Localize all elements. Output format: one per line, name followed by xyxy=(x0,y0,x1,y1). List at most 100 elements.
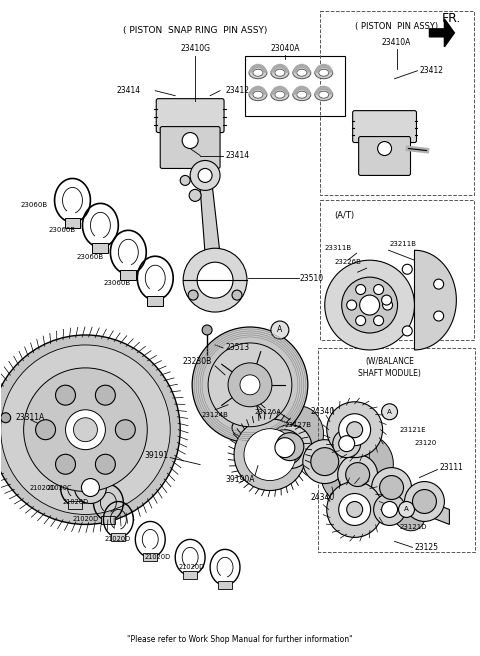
Text: 23060B: 23060B xyxy=(48,227,75,234)
FancyBboxPatch shape xyxy=(93,243,108,253)
Text: A: A xyxy=(387,409,392,415)
Ellipse shape xyxy=(297,91,307,98)
Ellipse shape xyxy=(297,70,307,76)
Circle shape xyxy=(405,482,444,522)
FancyBboxPatch shape xyxy=(160,127,220,169)
Circle shape xyxy=(256,424,268,436)
Wedge shape xyxy=(249,86,267,94)
Circle shape xyxy=(382,295,392,305)
Text: (A/T): (A/T) xyxy=(335,211,355,220)
Ellipse shape xyxy=(286,407,324,453)
Circle shape xyxy=(36,420,56,440)
Text: 23311A: 23311A xyxy=(16,413,45,422)
Text: 23127B: 23127B xyxy=(284,422,312,428)
Circle shape xyxy=(82,479,99,497)
Circle shape xyxy=(347,300,357,310)
Circle shape xyxy=(303,440,347,483)
Text: 23414: 23414 xyxy=(225,151,249,160)
Circle shape xyxy=(188,290,198,300)
Text: 23412: 23412 xyxy=(225,86,249,95)
Text: 23060B: 23060B xyxy=(103,280,130,286)
Ellipse shape xyxy=(271,67,289,79)
Polygon shape xyxy=(265,438,449,524)
Text: 21020D: 21020D xyxy=(179,564,205,570)
Circle shape xyxy=(0,335,180,524)
Ellipse shape xyxy=(249,89,267,100)
Circle shape xyxy=(346,462,370,487)
Circle shape xyxy=(347,501,363,518)
FancyBboxPatch shape xyxy=(64,218,81,228)
FancyBboxPatch shape xyxy=(69,501,83,510)
Ellipse shape xyxy=(315,89,333,100)
Text: 23226B: 23226B xyxy=(335,259,361,265)
Text: 23311B: 23311B xyxy=(325,245,352,251)
Circle shape xyxy=(268,424,312,468)
Circle shape xyxy=(56,454,75,474)
Circle shape xyxy=(339,436,355,451)
Polygon shape xyxy=(415,250,456,350)
Circle shape xyxy=(373,493,406,525)
Circle shape xyxy=(115,420,135,440)
Circle shape xyxy=(271,321,289,339)
Ellipse shape xyxy=(275,70,285,76)
Text: A: A xyxy=(277,325,283,335)
Circle shape xyxy=(56,385,75,405)
Circle shape xyxy=(356,316,366,325)
Circle shape xyxy=(333,430,360,458)
Circle shape xyxy=(412,489,436,514)
Circle shape xyxy=(208,343,292,426)
Wedge shape xyxy=(315,64,333,73)
Ellipse shape xyxy=(293,89,311,100)
Text: 23230B: 23230B xyxy=(182,358,211,367)
FancyBboxPatch shape xyxy=(111,533,125,541)
Bar xyxy=(320,200,474,340)
FancyBboxPatch shape xyxy=(353,111,417,142)
Text: 23513: 23513 xyxy=(225,344,249,352)
Circle shape xyxy=(96,385,115,405)
FancyBboxPatch shape xyxy=(218,581,232,589)
Circle shape xyxy=(182,133,198,148)
Circle shape xyxy=(180,175,190,186)
Circle shape xyxy=(189,190,201,201)
Text: 23060B: 23060B xyxy=(76,255,103,260)
Text: 39191: 39191 xyxy=(144,451,168,460)
Text: 23040A: 23040A xyxy=(270,45,300,53)
Circle shape xyxy=(339,414,371,445)
Text: 23414: 23414 xyxy=(116,86,140,95)
Circle shape xyxy=(267,430,303,466)
Text: 21020D: 21020D xyxy=(62,499,88,506)
Circle shape xyxy=(360,295,380,315)
Circle shape xyxy=(197,262,233,298)
Text: 21020D: 21020D xyxy=(29,485,56,491)
Text: 23121E: 23121E xyxy=(399,426,426,433)
FancyBboxPatch shape xyxy=(245,56,345,115)
Text: 23120: 23120 xyxy=(415,440,437,445)
Circle shape xyxy=(65,410,106,449)
Text: 24340: 24340 xyxy=(311,407,335,417)
Ellipse shape xyxy=(271,89,289,100)
Bar xyxy=(320,11,474,195)
Ellipse shape xyxy=(319,70,329,76)
FancyBboxPatch shape xyxy=(359,136,410,175)
Circle shape xyxy=(378,142,392,155)
Circle shape xyxy=(198,169,212,182)
Text: 23121D: 23121D xyxy=(399,524,427,531)
FancyBboxPatch shape xyxy=(101,516,115,524)
Circle shape xyxy=(232,420,248,436)
FancyBboxPatch shape xyxy=(144,554,157,562)
Ellipse shape xyxy=(253,70,263,76)
Text: 23126A: 23126A xyxy=(254,409,281,415)
Text: 21020D: 21020D xyxy=(72,516,98,522)
Circle shape xyxy=(228,363,272,407)
Text: 23111: 23111 xyxy=(439,463,463,472)
Ellipse shape xyxy=(249,67,267,79)
Circle shape xyxy=(380,476,404,499)
Circle shape xyxy=(202,325,212,335)
Ellipse shape xyxy=(293,67,311,79)
Circle shape xyxy=(232,290,242,300)
FancyBboxPatch shape xyxy=(183,571,197,579)
Circle shape xyxy=(73,418,97,441)
Ellipse shape xyxy=(356,436,393,483)
Circle shape xyxy=(276,433,304,461)
Circle shape xyxy=(0,345,170,514)
